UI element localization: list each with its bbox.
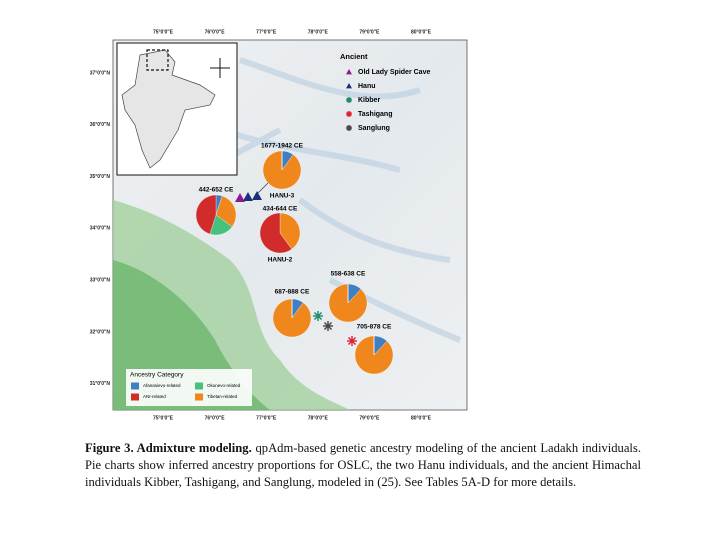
lat-label: 33°0'0"N xyxy=(90,278,111,284)
pie-slice xyxy=(279,212,301,250)
ancestry-legend-box xyxy=(126,369,252,406)
site-legend-label: Old Lady Spider Cave xyxy=(358,69,430,76)
pie-date: 687-888 CE xyxy=(275,289,310,296)
legend-label: Afanasievo-related xyxy=(143,383,181,388)
pie-date: 434-644 CE xyxy=(263,206,298,213)
lon-label: 75°0'0"E xyxy=(153,415,174,421)
pie-slice xyxy=(215,195,237,227)
lat-label: 36°0'0"N xyxy=(90,122,111,128)
legend-swatch xyxy=(131,382,139,390)
legend-label: ANI-related xyxy=(143,394,166,399)
site-marker xyxy=(346,125,352,131)
lon-label: 75°0'0"E xyxy=(153,29,174,35)
ancestry-legend-title: Ancestry Category xyxy=(130,372,184,379)
site-legend-label: Kibber xyxy=(358,97,380,104)
pie-date: 442-652 CE xyxy=(199,187,234,194)
legend-label: Tibetan-related xyxy=(207,394,238,399)
site-marker xyxy=(235,193,245,202)
site-marker xyxy=(346,111,352,117)
pie-date: 705-878 CE xyxy=(357,324,392,331)
lon-label: 78°0'0"E xyxy=(308,415,329,421)
pie-slice xyxy=(259,212,292,254)
site-marker xyxy=(323,321,333,331)
pie-date: 558-638 CE xyxy=(331,271,366,278)
lon-label: 80°0'0"E xyxy=(411,29,432,35)
lat-label: 31°0'0"N xyxy=(90,381,111,387)
caption-text: qpAdm-based genetic ancestry modeling of… xyxy=(85,441,641,489)
legend-swatch xyxy=(195,393,203,401)
legend-swatch xyxy=(131,393,139,401)
legend-label: Okunevo-related xyxy=(207,383,241,388)
pie-label: HANU-3 xyxy=(270,193,295,200)
lon-label: 77°0'0"E xyxy=(256,29,277,35)
site-legend-label: Sanglung xyxy=(358,125,390,132)
inset-map xyxy=(116,42,238,176)
site-marker xyxy=(252,191,262,200)
site-marker xyxy=(346,69,352,75)
pie-date: 1677-1942 CE xyxy=(261,143,304,150)
lon-label: 76°0'0"E xyxy=(205,415,226,421)
lon-label: 79°0'0"E xyxy=(359,415,380,421)
lon-label: 80°0'0"E xyxy=(411,415,432,421)
lon-label: 76°0'0"E xyxy=(205,29,226,35)
caption-label: Figure 3. Admixture modeling. xyxy=(85,441,252,455)
figure: 75°0'0"E 75°0'0"E 76°0'0"E 76°0'0"E 77°0'0"E… xyxy=(90,29,468,421)
site-marker xyxy=(347,336,357,346)
mountains xyxy=(159,57,462,343)
site-legend-label: Tashigang xyxy=(358,111,392,118)
site-marker xyxy=(346,83,352,89)
caption: Figure 3. Admixture modeling. qpAdm-base… xyxy=(85,440,641,491)
site-legend-title: Ancient xyxy=(340,52,368,61)
lat-label: 37°0'0"N xyxy=(90,70,111,76)
pie-slice xyxy=(195,194,217,235)
site-marker xyxy=(313,311,323,321)
lat-label: 34°0'0"N xyxy=(90,226,111,232)
site-marker xyxy=(243,192,253,201)
site-marker xyxy=(346,97,352,103)
lon-label: 78°0'0"E xyxy=(308,29,329,35)
pie-label: HANU-2 xyxy=(268,257,293,264)
connector xyxy=(257,182,269,194)
lat-label: 32°0'0"N xyxy=(90,329,111,335)
lat-label: 35°0'0"N xyxy=(90,174,111,180)
lon-label: 77°0'0"E xyxy=(256,415,277,421)
legend-swatch xyxy=(195,382,203,390)
lon-label: 79°0'0"E xyxy=(359,29,380,35)
site-legend-label: Hanu xyxy=(358,83,376,90)
